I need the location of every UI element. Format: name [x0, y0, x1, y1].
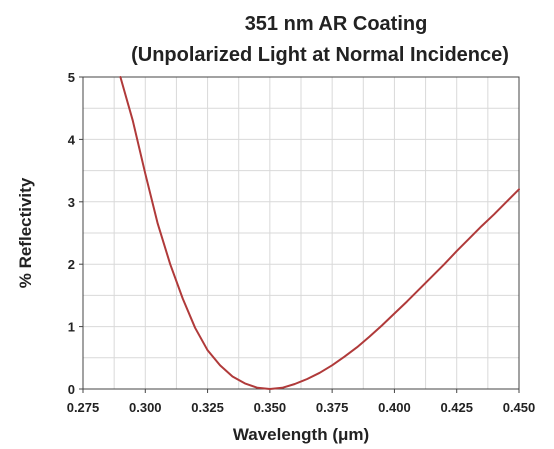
x-tick-labels: 0.275 0.300 0.325 0.350 0.375 0.400 0.425 0.450 — [67, 400, 536, 415]
chart-title: 351 nm AR Coating — [245, 13, 428, 35]
x-tick-label: 0.350 — [254, 400, 287, 415]
x-tick-label: 0.450 — [503, 400, 536, 415]
series-line — [119, 76, 520, 390]
x-tick-label: 0.325 — [191, 400, 224, 415]
x-tick-label: 0.300 — [129, 400, 162, 415]
y-tick-labels: 0 1 2 3 4 5 — [68, 70, 76, 397]
y-tick-label: 5 — [68, 70, 75, 85]
y-tick-label: 1 — [68, 320, 75, 335]
x-tick-label: 0.275 — [67, 400, 100, 415]
y-axis-label: % Reflectivity — [16, 177, 35, 288]
y-tick-label: 3 — [68, 195, 75, 210]
x-tick-label: 0.425 — [440, 400, 473, 415]
chart-subtitle: (Unpolarized Light at Normal Incidence) — [131, 44, 509, 66]
y-tick-label: 0 — [68, 382, 75, 397]
x-tick-label: 0.375 — [316, 400, 349, 415]
y-tick-label: 4 — [68, 132, 76, 147]
grid — [82, 76, 520, 390]
y-tick-label: 2 — [68, 257, 75, 272]
x-axis-label: Wavelength (μm) — [233, 425, 369, 444]
series-group — [119, 76, 520, 390]
plot-area-frame — [82, 76, 520, 390]
x-tick-label: 0.400 — [378, 400, 411, 415]
